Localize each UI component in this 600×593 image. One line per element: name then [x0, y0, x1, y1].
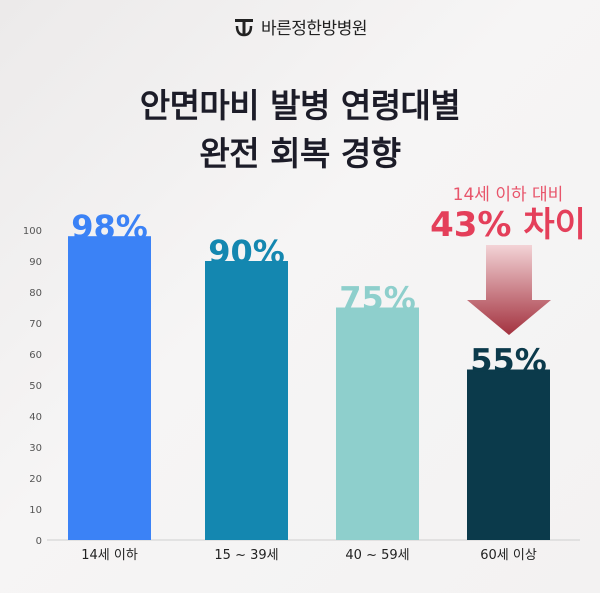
x-axis: 14세 이하 15 ~ 39세 40 ~ 59세 60세 이상: [81, 548, 537, 563]
y-tick-label: 0: [36, 536, 42, 547]
title-line-2: 완전 회복 경향: [199, 134, 401, 173]
y-tick-label: 70: [29, 319, 42, 330]
down-arrow-icon: [467, 245, 551, 335]
brand-logo: 바른정한방병원: [0, 14, 600, 39]
y-tick-label: 10: [29, 505, 42, 516]
value-labels: 98% 90% 75% 55%: [71, 208, 547, 379]
difference-callout: 14세 이하 대비 43% 차이: [420, 180, 596, 245]
y-tick-label: 100: [23, 226, 42, 237]
y-tick-label: 40: [29, 412, 42, 423]
bars: [68, 236, 550, 540]
x-tick-label: 40 ~ 59세: [345, 548, 409, 563]
brand-mark-icon: [235, 18, 253, 36]
y-tick-label: 20: [29, 474, 42, 485]
bar-value-label: 55%: [470, 342, 547, 380]
y-tick-label: 90: [29, 257, 42, 268]
y-tick-label: 80: [29, 288, 42, 299]
callout-subtitle: 14세 이하 대비: [452, 185, 564, 205]
y-tick-label: 30: [29, 443, 42, 454]
y-tick-label: 60: [29, 350, 42, 361]
callout-value: 43% 차이: [430, 205, 586, 245]
bar: [68, 236, 151, 540]
bar-value-label: 90%: [208, 233, 285, 271]
title-line-1: 안면마비 발병 연령대별: [139, 86, 461, 125]
page-title: 안면마비 발병 연령대별 완전 회복 경향: [0, 82, 600, 178]
bar-value-label: 75%: [339, 280, 416, 318]
bar-value-label: 98%: [71, 208, 148, 246]
bar: [467, 369, 550, 540]
x-tick-label: 15 ~ 39세: [214, 548, 278, 563]
x-tick-label: 60세 이상: [480, 548, 537, 563]
bar: [336, 307, 419, 540]
bar: [205, 261, 288, 540]
brand-name: 바른정한방병원: [261, 19, 367, 39]
x-tick-label: 14세 이하: [81, 548, 138, 563]
y-tick-label: 50: [29, 381, 42, 392]
